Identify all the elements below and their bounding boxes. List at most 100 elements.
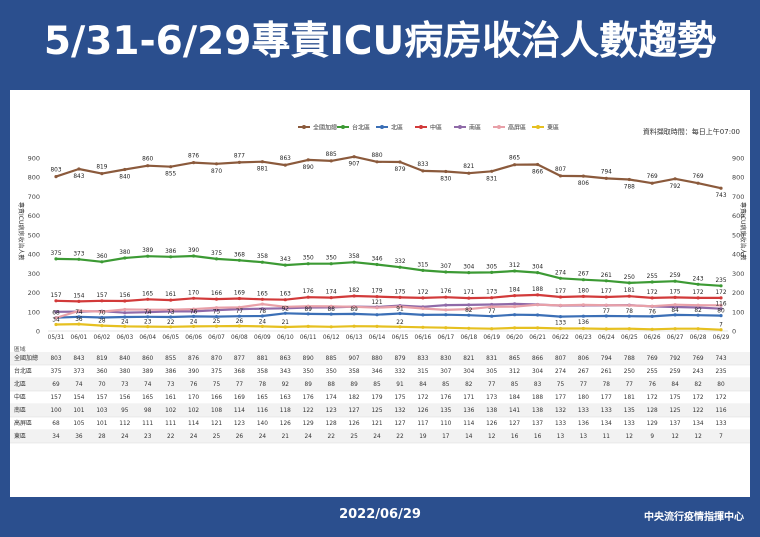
- table-cell: 116: [257, 408, 268, 414]
- data-point: [398, 305, 402, 309]
- data-label: 250: [624, 275, 635, 281]
- table-row-bg: [10, 404, 750, 417]
- table-cell: 831: [486, 356, 497, 362]
- data-label: 389: [142, 248, 153, 254]
- table-cell: 181: [624, 395, 635, 401]
- table-cell: 121: [211, 421, 222, 427]
- data-point: [375, 306, 379, 310]
- data-label: 74: [144, 310, 152, 316]
- data-point: [490, 305, 494, 309]
- data-point: [260, 307, 264, 311]
- data-point: [54, 310, 58, 314]
- data-point: [673, 305, 677, 309]
- data-label: 188: [532, 287, 543, 293]
- table-cell: 17: [442, 434, 450, 440]
- table-cell: 83: [534, 382, 542, 388]
- data-point: [283, 163, 287, 167]
- data-point: [283, 325, 287, 329]
- y-axis-left: 0 100 200 300 400 500 600 700 800 900: [28, 155, 728, 336]
- x-tick-label: 06/13: [346, 335, 363, 341]
- data-label: 76: [190, 309, 198, 315]
- table-cell: 171: [463, 395, 474, 401]
- table-cell: 386: [165, 369, 176, 375]
- data-label: 77: [603, 309, 611, 315]
- data-point: [627, 281, 631, 285]
- x-tick-label: 06/18: [460, 335, 477, 341]
- table-cell: 78: [259, 382, 267, 388]
- data-point: [421, 306, 425, 311]
- y-tick-label: 900: [732, 155, 744, 163]
- y-tick-label: 800: [732, 174, 744, 182]
- data-point: [54, 299, 58, 303]
- table-cell: 879: [394, 356, 405, 362]
- table-cell: 76: [649, 382, 657, 388]
- data-label: 165: [257, 291, 268, 297]
- series-line: [55, 254, 722, 287]
- x-tick-label: 06/07: [208, 335, 225, 341]
- legend-marker: [497, 125, 501, 129]
- table-cell: 769: [693, 356, 704, 362]
- table-cell: 123: [234, 421, 245, 427]
- table-cell: 91: [396, 382, 404, 388]
- x-tick-label: 06/22: [552, 335, 569, 341]
- data-label: 26: [236, 319, 244, 325]
- data-labels: 803 843 819 840 860 855 876 870 877 881 863 890 885 9…: [50, 152, 726, 329]
- data-point: [146, 308, 150, 312]
- data-label: 830: [440, 177, 451, 183]
- table-cell: 881: [257, 356, 268, 362]
- data-point: [444, 308, 448, 312]
- table-cell: 24: [259, 434, 267, 440]
- table-cell: 358: [257, 369, 268, 375]
- data-label: 179: [371, 289, 382, 295]
- table-cell: 85: [442, 382, 450, 388]
- table-cell: 169: [234, 395, 245, 401]
- data-label: 170: [188, 290, 199, 296]
- data-point: [283, 311, 287, 315]
- table-cell: 89: [350, 382, 358, 388]
- legend-label: 北區: [391, 124, 403, 132]
- data-label: 866: [532, 170, 543, 176]
- data-point: [237, 324, 241, 328]
- table-cell: 176: [303, 395, 314, 401]
- table-cell: 172: [715, 395, 726, 401]
- table-cell: 134: [601, 421, 612, 427]
- data-point: [467, 296, 471, 300]
- data-point: [490, 327, 494, 331]
- table-cell: 13: [580, 434, 588, 440]
- data-point: [375, 262, 379, 267]
- y-axis-right: 0 100 200 300 400 500 600 700 800 900: [732, 155, 744, 336]
- data-label: 175: [394, 289, 405, 295]
- data-label: 305: [486, 264, 497, 270]
- table-cell: 177: [601, 395, 612, 401]
- data-point: [169, 298, 173, 302]
- table-cell: 19: [419, 434, 427, 440]
- series-line: [55, 312, 722, 319]
- table-cell: 14: [465, 434, 473, 440]
- data-point: [214, 257, 219, 261]
- data-label: 885: [326, 152, 337, 158]
- data-label: 163: [280, 292, 291, 298]
- table-cell: 110: [440, 421, 451, 427]
- x-tick-label: 06/25: [621, 335, 638, 341]
- table-cell: 16: [534, 434, 542, 440]
- data-point: [719, 303, 723, 307]
- data-point: [375, 160, 379, 164]
- data-label: 274: [555, 270, 566, 276]
- table-cell: 267: [578, 369, 589, 375]
- table-cell: 304: [463, 369, 474, 375]
- table-cell: 176: [440, 395, 451, 401]
- y-tick-label: 900: [28, 155, 40, 163]
- x-tick-label: 05/31: [48, 335, 65, 341]
- data-point: [283, 263, 287, 267]
- data-label: 368: [234, 252, 245, 258]
- table-cell: 127: [509, 421, 520, 427]
- data-label: 788: [624, 185, 635, 191]
- table-cell: 129: [303, 421, 314, 427]
- data-point: [627, 303, 631, 307]
- series-line: [55, 155, 722, 190]
- data-point: [100, 315, 104, 320]
- table-cell: 138: [486, 408, 497, 414]
- table-cell: 101: [73, 408, 84, 414]
- table-cell: 85: [373, 382, 381, 388]
- data-point: [169, 308, 173, 312]
